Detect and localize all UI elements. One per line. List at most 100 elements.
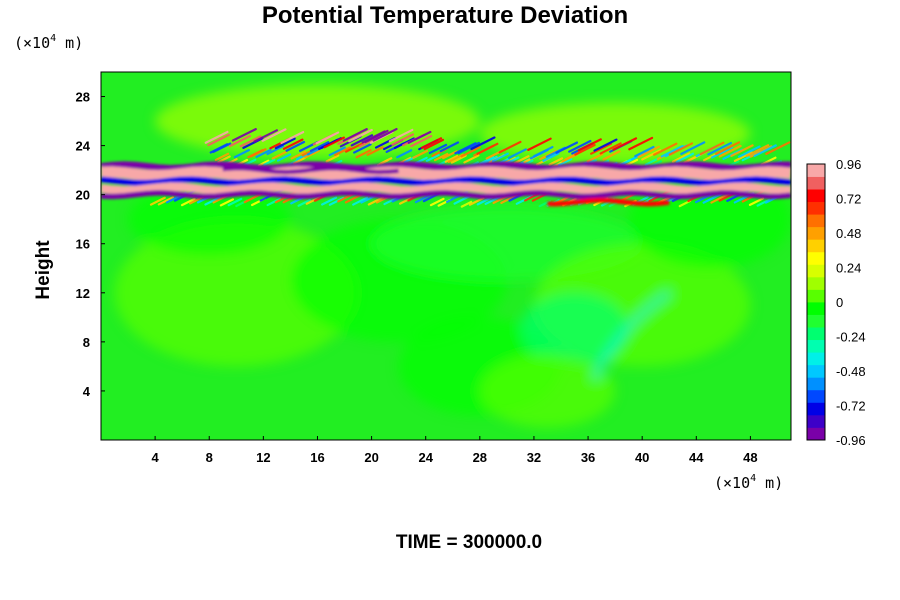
shear-band [547, 197, 670, 207]
wave-ripple [668, 142, 694, 156]
x-tick-label: 4 [152, 450, 160, 465]
wave-ripple [680, 141, 706, 155]
wave-ripple [745, 144, 770, 157]
wave-ripple [463, 154, 480, 164]
wave-ripple [353, 143, 372, 154]
wave-ripple [157, 196, 174, 206]
wave-ripple [590, 142, 613, 155]
wave-ripple [366, 146, 384, 157]
wave-ripple [715, 141, 741, 155]
y-unit-label: (×104 m) [14, 33, 83, 52]
wave-ripple [342, 128, 368, 142]
wave-ripple [710, 146, 733, 159]
colorbar-swatch [807, 189, 825, 203]
wave-ripple [634, 145, 655, 158]
colorbar-swatch [807, 214, 825, 228]
colorbar-swatch [807, 302, 825, 315]
wave-ripple [233, 149, 250, 159]
shear-band [222, 166, 399, 175]
wave-ripple [586, 153, 604, 163]
wave-ripple [507, 148, 527, 160]
y-tick-label: 16 [76, 237, 90, 252]
wave-ripple [548, 157, 564, 166]
wave-ripple [602, 150, 621, 161]
wave-ripple [180, 197, 196, 207]
field-region [520, 292, 629, 367]
wave-ripple [612, 137, 638, 151]
wave-ripple [442, 150, 458, 160]
colorbar-tick-label: -0.24 [836, 330, 866, 345]
colorbar-swatch [807, 364, 825, 378]
colorbar-frame [806, 163, 826, 441]
wave-ripple [367, 196, 384, 206]
x-tick-label: 16 [310, 450, 324, 465]
plot-frame [100, 71, 792, 441]
wave-ripple [304, 149, 321, 159]
wave-ripple [425, 153, 440, 162]
wave-ripple [266, 197, 282, 207]
heatmap-field [101, 72, 791, 440]
x-tick-label: 24 [418, 450, 433, 465]
wave-ripple [263, 158, 276, 166]
colorbar-swatch [807, 389, 825, 403]
wave-ripple [309, 141, 330, 152]
colorbar-swatch [807, 251, 825, 265]
wave-ripple [718, 144, 742, 158]
wave-ripple [214, 152, 230, 162]
shear-band [101, 176, 791, 187]
wave-ripple [513, 155, 530, 165]
colorbar-tick-label: 0.72 [836, 192, 861, 207]
shear-band [101, 190, 791, 200]
wave-ripple [542, 152, 560, 162]
wave-ripple [753, 144, 777, 158]
colorbar-swatch [807, 427, 825, 441]
field-streak [592, 290, 671, 380]
colorbar-swatch [807, 226, 825, 240]
x-tick-label: 12 [256, 450, 270, 465]
colorbar-tick-label: 0.48 [836, 226, 861, 241]
wave-ripple [599, 142, 622, 155]
colorbar-swatch [807, 176, 825, 190]
x-tick-label: 36 [581, 450, 595, 465]
wave-ripple [433, 152, 449, 162]
wave-ripple [261, 128, 287, 142]
chart-title: Potential Temperature Deviation [261, 2, 629, 29]
wave-ripple [350, 134, 374, 147]
wave-ripple [325, 154, 340, 163]
wave-ripple [255, 148, 272, 159]
wave-ripple [468, 196, 485, 206]
y-axis-label: Height [33, 240, 54, 300]
wave-ripple [274, 137, 296, 150]
wave-ripple [479, 156, 495, 165]
wave-ripple [557, 158, 573, 167]
wave-ripple [149, 196, 166, 206]
colorbar-tick-label: -0.96 [836, 433, 866, 448]
colorbar-swatch [807, 339, 825, 353]
wave-ripple [344, 142, 365, 153]
wave-ripple [498, 140, 522, 154]
time-annotation: TIME = 300000.0 [395, 532, 543, 553]
wave-ripple [334, 146, 352, 157]
y-tick-label: 4 [83, 384, 91, 399]
colorbar-swatch [807, 352, 825, 366]
colorbar-ticks: 0.96 0.72 0.48 0.24 0 -0.24 -0.48 -0.72 -0.96 [836, 157, 866, 448]
wave-ripple [491, 152, 509, 163]
wave-ripple [276, 153, 292, 162]
wave-ripple [439, 141, 460, 153]
wave-ripple [470, 136, 496, 151]
wave-ripple [410, 135, 433, 148]
wave-ripple [628, 136, 654, 151]
wave-ripple [420, 137, 443, 149]
colorbar-swatch [807, 402, 825, 416]
wave-ripple [527, 137, 552, 151]
colorbar-swatch [807, 377, 825, 391]
x-tick-label: 32 [527, 450, 541, 465]
wave-ripple [212, 142, 232, 154]
wave-ripple [428, 143, 448, 155]
wave-ripple [228, 134, 251, 148]
colorbar-swatch [807, 264, 825, 278]
wave-ripple [227, 197, 243, 207]
wave-ripple [737, 145, 761, 158]
wave-ripple [393, 137, 415, 150]
x-tick-label: 28 [473, 450, 487, 465]
